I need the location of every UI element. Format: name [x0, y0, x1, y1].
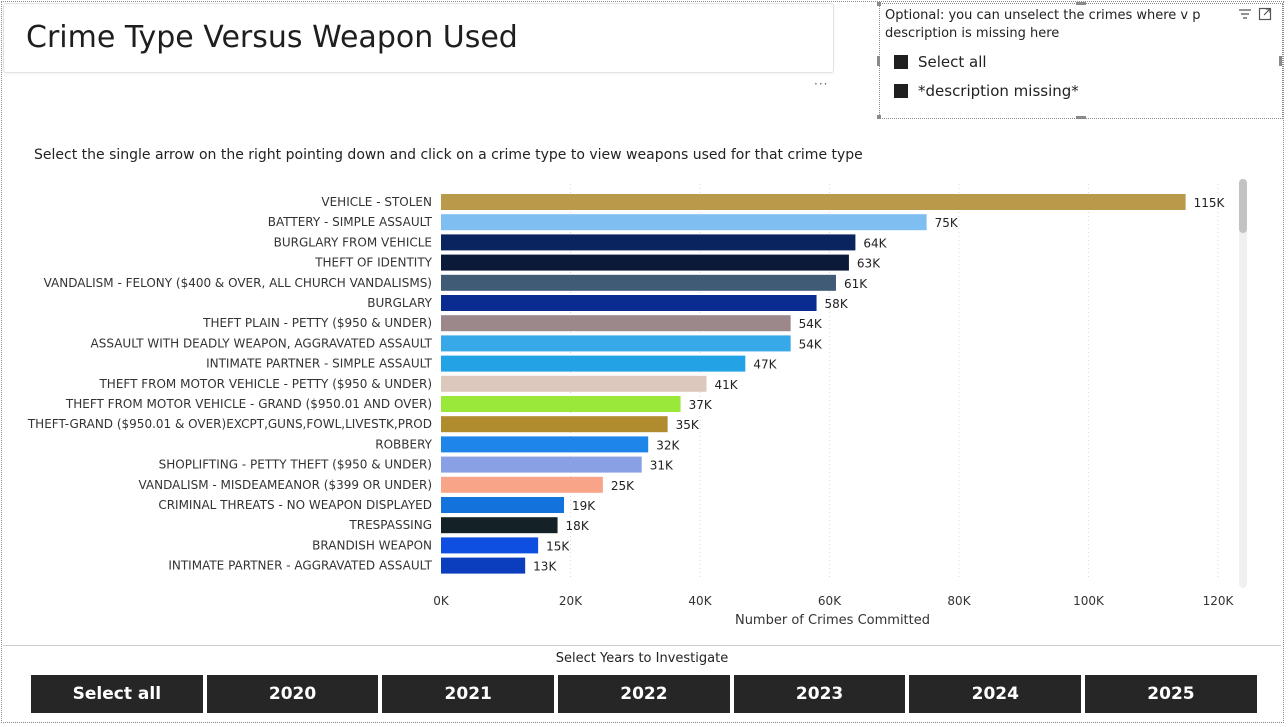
x-tick-label: 80K — [947, 594, 971, 608]
year-button-2022[interactable]: 2022 — [557, 674, 731, 714]
x-tick-label: 100K — [1073, 594, 1105, 608]
bar — [441, 456, 642, 473]
bar — [441, 335, 791, 352]
data-label: 32K — [656, 438, 680, 452]
bar — [441, 295, 817, 311]
resize-handle[interactable] — [877, 2, 881, 6]
page-title: Crime Type Versus Weapon Used — [26, 20, 518, 55]
category-label: ASSAULT WITH DEADLY WEAPON, AGGRAVATED A… — [91, 336, 433, 350]
data-label: 61K — [844, 277, 868, 291]
x-tick-label: 0K — [433, 594, 450, 608]
bar — [441, 375, 707, 392]
data-label: 54K — [799, 337, 823, 351]
slicer-option-label: Select all — [918, 53, 987, 71]
category-label: ROBBERY — [375, 437, 432, 451]
year-button-2025[interactable]: 2025 — [1084, 674, 1258, 714]
focus-mode-icon[interactable] — [1258, 6, 1272, 21]
category-label: THEFT FROM MOTOR VEHICLE - GRAND ($950.0… — [65, 397, 432, 411]
years-slicer-title: Select Years to Investigate — [555, 651, 729, 666]
checkbox[interactable] — [894, 55, 908, 69]
category-label: SHOPLIFTING - PETTY THEFT ($950 & UNDER) — [159, 458, 432, 472]
year-button-2020[interactable]: 2020 — [205, 674, 380, 714]
x-axis-title: Number of Crimes Committed — [735, 613, 930, 628]
bar — [441, 497, 565, 513]
year-buttons: Select all 2020 2021 2022 2023 2024 2025 — [30, 674, 1258, 714]
category-label: BURGLARY — [367, 296, 432, 310]
data-label: 19K — [572, 499, 596, 513]
category-label: THEFT-GRAND ($950.01 & OVER)EXCPT,GUNS,F… — [27, 417, 432, 431]
data-label: 58K — [825, 297, 849, 311]
resize-handle[interactable] — [877, 115, 881, 119]
category-label: THEFT OF IDENTITY — [314, 256, 432, 270]
resize-handle[interactable] — [1076, 116, 1086, 119]
data-label: 54K — [799, 317, 823, 331]
data-label: 37K — [689, 398, 713, 412]
bar — [441, 214, 927, 231]
resize-handle[interactable] — [1279, 56, 1282, 66]
data-label: 25K — [611, 479, 635, 493]
checkbox[interactable] — [894, 84, 908, 98]
bar — [441, 254, 849, 271]
bar — [441, 416, 668, 433]
data-label: 115K — [1194, 196, 1226, 210]
data-label: 15K — [546, 539, 570, 553]
data-label: 13K — [533, 560, 557, 574]
bar — [441, 537, 539, 554]
category-label: BURGLARY FROM VEHICLE — [274, 235, 432, 249]
more-options-icon[interactable]: ··· — [814, 77, 829, 91]
bar — [441, 517, 558, 534]
category-label: CRIMINAL THREATS - NO WEAPON DISPLAYED — [158, 498, 432, 512]
bar — [441, 436, 649, 453]
data-label: 41K — [714, 378, 738, 392]
category-label: BRANDISH WEAPON — [312, 538, 432, 552]
chart-instruction: Select the single arrow on the right poi… — [34, 147, 863, 163]
crime-description-slicer: Optional: you can unselect the crimes wh… — [877, 2, 1283, 119]
category-label: TRESPASSING — [348, 518, 432, 532]
bar — [441, 194, 1186, 210]
data-label: 31K — [650, 459, 674, 473]
bar — [441, 274, 836, 291]
data-label: 18K — [566, 519, 590, 533]
category-label: INTIMATE PARTNER - AGGRAVATED ASSAULT — [168, 559, 432, 573]
bar — [441, 234, 856, 251]
bar — [441, 315, 791, 332]
data-label: 64K — [863, 236, 887, 250]
category-label: VANDALISM - FELONY ($400 & OVER, ALL CHU… — [44, 276, 432, 290]
data-label: 35K — [676, 418, 700, 432]
category-label: THEFT FROM MOTOR VEHICLE - PETTY ($950 &… — [98, 377, 432, 391]
bar — [441, 557, 526, 574]
year-button-2023[interactable]: 2023 — [732, 674, 907, 714]
category-label: INTIMATE PARTNER - SIMPLE ASSAULT — [206, 357, 433, 371]
bar — [441, 355, 746, 372]
chart-scrollbar-track[interactable] — [1239, 179, 1247, 588]
resize-handle[interactable] — [877, 56, 880, 66]
data-label: 75K — [935, 216, 959, 230]
category-label: THEFT PLAIN - PETTY ($950 & UNDER) — [202, 316, 432, 330]
slicer-option-description-missing[interactable]: *description missing* — [894, 82, 1079, 100]
year-button-2021[interactable]: 2021 — [381, 674, 556, 714]
bar — [441, 396, 681, 412]
resize-handle[interactable] — [1076, 2, 1086, 5]
data-label: 63K — [857, 257, 881, 271]
filter-icon[interactable] — [1238, 6, 1252, 20]
slicer-option-label: *description missing* — [918, 82, 1079, 100]
category-label: VANDALISM - MISDEAMEANOR ($399 OR UNDER) — [138, 478, 432, 492]
slicer-option-select-all[interactable]: Select all — [894, 53, 987, 71]
bar — [441, 476, 603, 493]
x-tick-label: 40K — [688, 594, 712, 608]
chart-scrollbar-thumb[interactable] — [1239, 179, 1247, 233]
years-slicer: Select Years to Investigate Select all 20… — [3, 645, 1281, 722]
year-button-select-all[interactable]: Select all — [30, 674, 204, 714]
x-tick-label: 20K — [559, 594, 583, 608]
category-label: VEHICLE - STOLEN — [321, 195, 432, 209]
x-tick-label: 60K — [818, 594, 842, 608]
year-button-2024[interactable]: 2024 — [908, 674, 1083, 714]
slicer-heading: Optional: you can unselect the crimes wh… — [885, 8, 1201, 41]
x-tick-label: 120K — [1203, 594, 1235, 608]
data-label: 47K — [753, 358, 777, 372]
title-card: Crime Type Versus Weapon Used — [3, 3, 834, 73]
category-label: BATTERY - SIMPLE ASSAULT — [268, 215, 433, 229]
